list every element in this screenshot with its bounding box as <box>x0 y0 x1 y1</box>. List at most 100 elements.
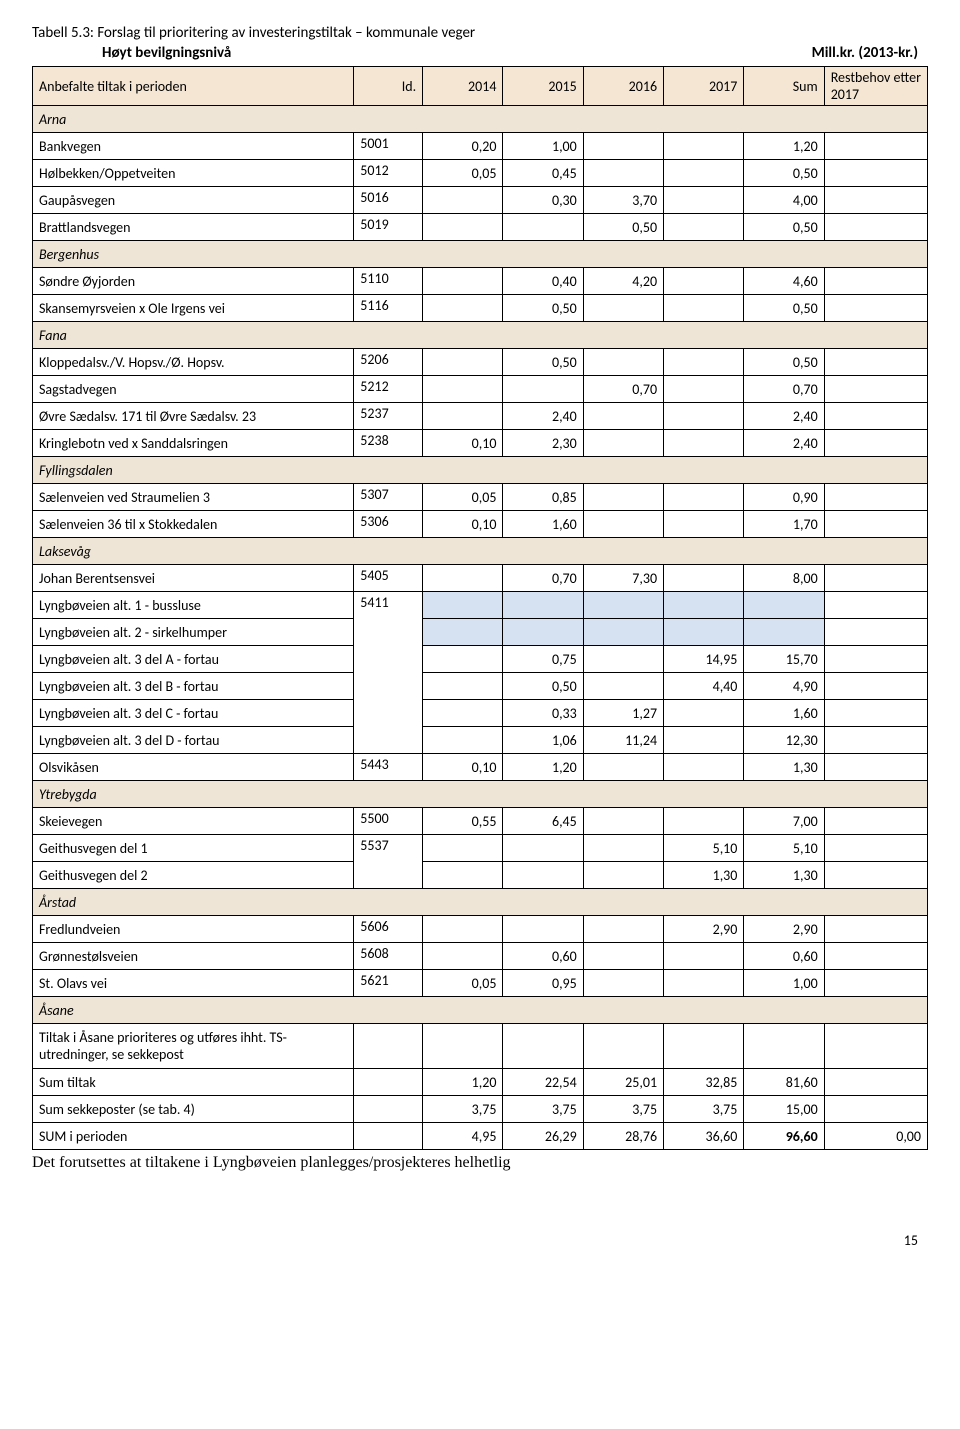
col-id: Id. <box>354 67 423 106</box>
cell-value <box>824 268 927 295</box>
section-row: Fana <box>33 322 928 349</box>
subtitle-left: Høyt bevilgningsnivå <box>102 44 231 62</box>
cell-value: 0,50 <box>503 349 583 376</box>
cell-value <box>423 862 503 889</box>
cell-value: 0,40 <box>503 268 583 295</box>
table-row: Søndre Øyjorden51100,404,204,60 <box>33 268 928 295</box>
cell-value <box>583 619 663 646</box>
cell-value <box>664 592 744 619</box>
cell-value <box>824 1024 927 1069</box>
cell-value <box>423 835 503 862</box>
cell-name: Søndre Øyjorden <box>33 268 354 295</box>
cell-value: 1,06 <box>503 727 583 754</box>
cell-value <box>423 403 503 430</box>
table-row: Skeievegen55000,556,457,00 <box>33 808 928 835</box>
cell-value: 0,55 <box>423 808 503 835</box>
cell-name: Sagstadvegen <box>33 376 354 403</box>
cell-value <box>824 295 927 322</box>
cell-value: 0,30 <box>503 187 583 214</box>
cell-value <box>423 727 503 754</box>
cell-value <box>664 133 744 160</box>
cell-value <box>664 295 744 322</box>
cell-id: 5238 <box>354 430 423 457</box>
cell-value <box>824 646 927 673</box>
table-row: Olsvikåsen54430,101,201,30 <box>33 754 928 781</box>
cell-value: 25,01 <box>583 1069 663 1096</box>
cell-value: 0,10 <box>423 754 503 781</box>
table-row: Geithusvegen del 155375,105,10 <box>33 835 928 862</box>
total-row: SUM i perioden4,9526,2928,7636,6096,600,… <box>33 1123 928 1150</box>
cell-value: 0,85 <box>503 484 583 511</box>
table-row: Geithusvegen del 21,301,30 <box>33 862 928 889</box>
cell-value <box>423 214 503 241</box>
cell-value: 1,70 <box>744 511 824 538</box>
cell-value <box>744 592 824 619</box>
col-2015: 2015 <box>503 67 583 106</box>
cell-value <box>824 862 927 889</box>
cell-value: 2,40 <box>503 403 583 430</box>
section-row: Laksevåg <box>33 538 928 565</box>
cell-value <box>423 619 503 646</box>
table-row: Johan Berentsensvei54050,707,308,00 <box>33 565 928 592</box>
cell-value <box>664 808 744 835</box>
cell-name: St. Olavs vei <box>33 970 354 997</box>
cell-value: 14,95 <box>664 646 744 673</box>
cell-value: 15,00 <box>744 1096 824 1123</box>
cell-value: 0,50 <box>744 160 824 187</box>
section-row: Bergenhus <box>33 241 928 268</box>
cell-id: 5537 <box>354 835 423 889</box>
cell-name: Johan Berentsensvei <box>33 565 354 592</box>
col-name: Anbefalte tiltak i perioden <box>33 67 354 106</box>
cell-value: 4,90 <box>744 673 824 700</box>
subtitle-right: Mill.kr. (2013-kr.) <box>812 44 918 62</box>
cell-value <box>824 403 927 430</box>
section-label: Fyllingsdalen <box>33 457 928 484</box>
cell-value <box>503 862 583 889</box>
cell-value: 0,20 <box>423 133 503 160</box>
cell-value <box>664 187 744 214</box>
cell-value <box>583 403 663 430</box>
cell-value: 0,70 <box>503 565 583 592</box>
cell-id: 5019 <box>354 214 423 241</box>
cell-id: 5016 <box>354 187 423 214</box>
cell-value: 3,75 <box>583 1096 663 1123</box>
table-caption: Tabell 5.3: Forslag til prioritering av … <box>32 24 928 42</box>
cell-id: 5206 <box>354 349 423 376</box>
table-row: Lyngbøveien alt. 1 - bussluse5411 <box>33 592 928 619</box>
cell-name: SUM i perioden <box>33 1123 354 1150</box>
cell-value: 0,10 <box>423 430 503 457</box>
table-row: Bankvegen50010,201,001,20 <box>33 133 928 160</box>
cell-value <box>583 592 663 619</box>
cell-id: 5306 <box>354 511 423 538</box>
cell-name: Lyngbøveien alt. 1 - bussluse <box>33 592 354 619</box>
section-label: Fana <box>33 322 928 349</box>
cell-value <box>503 214 583 241</box>
cell-value <box>664 160 744 187</box>
cell-value: 1,20 <box>423 1069 503 1096</box>
total-row: Sum sekkeposter (se tab. 4)3,753,753,753… <box>33 1096 928 1123</box>
subtitle-row: Høyt bevilgningsnivå Mill.kr. (2013-kr.) <box>32 44 928 62</box>
cell-value: 22,54 <box>503 1069 583 1096</box>
cell-value <box>824 700 927 727</box>
cell-id <box>354 1024 423 1069</box>
table-row: Sælenveien 36 til x Stokkedalen53060,101… <box>33 511 928 538</box>
cell-value: 3,75 <box>423 1096 503 1123</box>
cell-value <box>583 673 663 700</box>
cell-value: 1,30 <box>664 862 744 889</box>
cell-value: 0,95 <box>503 970 583 997</box>
cell-value: 0,90 <box>744 484 824 511</box>
cell-id: 5212 <box>354 376 423 403</box>
cell-value <box>503 835 583 862</box>
cell-value <box>583 970 663 997</box>
cell-value: 4,00 <box>744 187 824 214</box>
cell-name: Lyngbøveien alt. 3 del C - fortau <box>33 700 354 727</box>
cell-name: Fredlundveien <box>33 916 354 943</box>
cell-name: Grønnestølsveien <box>33 943 354 970</box>
cell-name: Lyngbøveien alt. 3 del B - fortau <box>33 673 354 700</box>
cell-name: Brattlandsvegen <box>33 214 354 241</box>
cell-value <box>664 403 744 430</box>
cell-value <box>664 511 744 538</box>
section-label: Åsane <box>33 997 928 1024</box>
cell-value: 5,10 <box>664 835 744 862</box>
section-row: Åsane <box>33 997 928 1024</box>
